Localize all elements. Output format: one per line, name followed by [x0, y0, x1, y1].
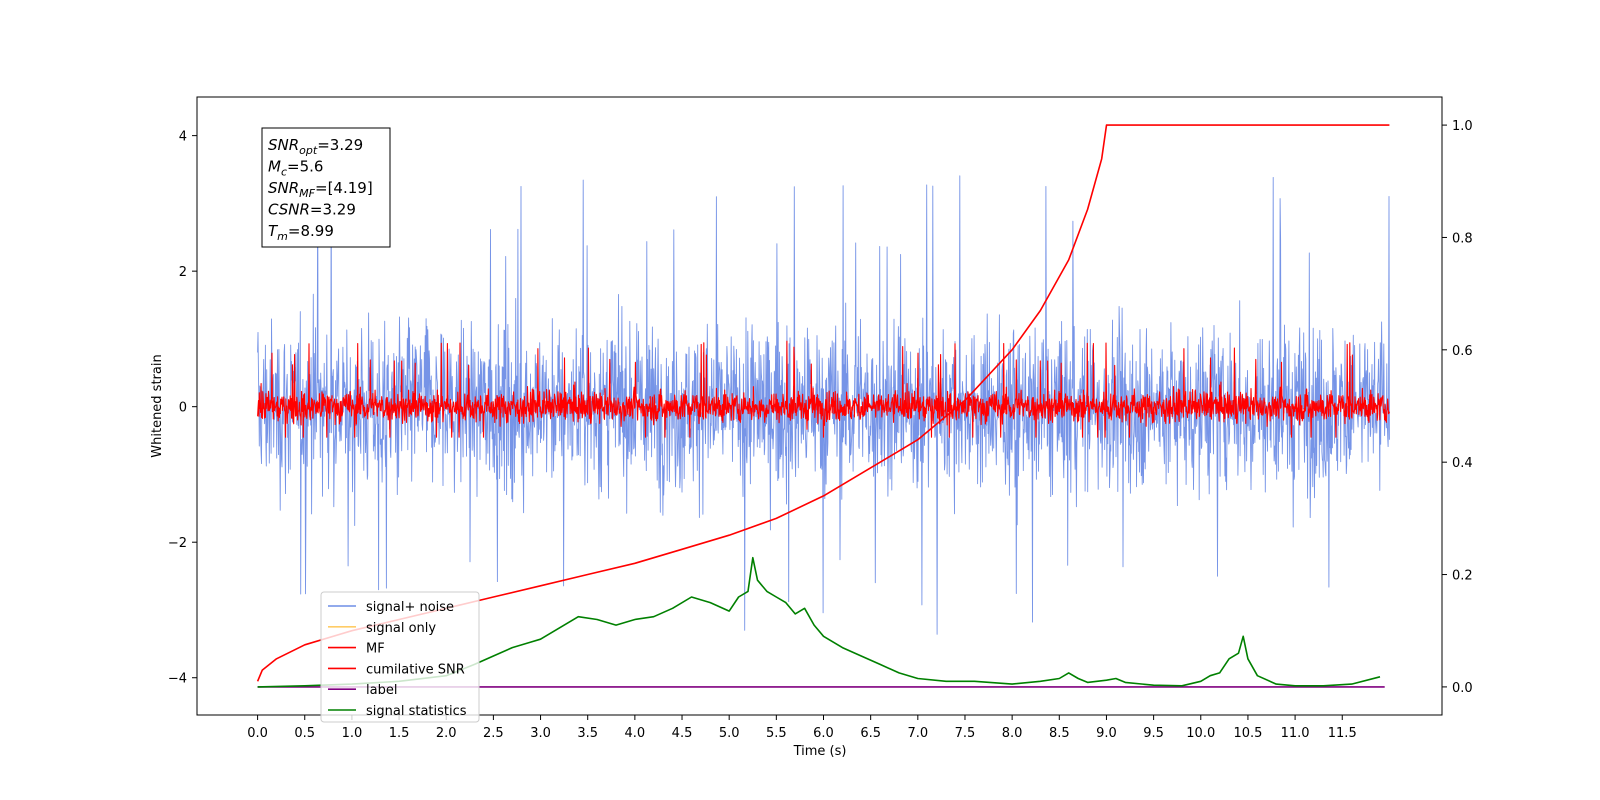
axes: 0.0 0.5 1.0 1.5 2.0 2.5 3.0 3.5 4.0 4.5 5.0 5.5 6.0 6… [168, 96, 1473, 741]
y-axis-label: Whitened strain [150, 354, 165, 457]
info-box-frame [261, 127, 391, 248]
x-tick-label: 6.5 [860, 726, 881, 741]
x-tick-label: 1.0 [342, 726, 363, 741]
y2-tick-label: 0.4 [1452, 456, 1473, 471]
x-axis-label: Time (s) [793, 744, 847, 759]
x-tick-label: 8.5 [1049, 726, 1070, 741]
x-tick-label: 9.0 [1096, 726, 1117, 741]
y2-tick-label: 1.0 [1452, 119, 1473, 134]
legend-label: MF [366, 642, 385, 657]
y-tick-label: 0 [179, 401, 187, 416]
x-tick-label: 6.0 [813, 726, 834, 741]
x-tick-label: 2.5 [483, 726, 504, 741]
x-tick-label: 7.5 [955, 726, 976, 741]
x-tick-label: 8.0 [1002, 726, 1023, 741]
x-tick-label: 4.5 [672, 726, 693, 741]
y2-tick-label: 0.6 [1452, 344, 1473, 359]
series-signal-statistics [257, 556, 1381, 688]
legend-label: cumilative SNR [366, 662, 465, 677]
x-tick-label: 10.0 [1186, 726, 1215, 741]
x-tick-label: 4.0 [625, 726, 646, 741]
legend-label: signal only [366, 621, 436, 636]
x-tick-label: 1.5 [389, 726, 410, 741]
info-line: SNRopt=3.29 [268, 136, 363, 157]
x-tick-label: 3.5 [577, 726, 598, 741]
x-tick-label: 9.5 [1143, 726, 1164, 741]
x-tick-label: 11.0 [1281, 726, 1310, 741]
x-tick-label: 5.5 [766, 726, 787, 741]
x-tick-label: 0.0 [247, 726, 268, 741]
info-line: Mc=5.6 [268, 158, 323, 179]
legend-label: label [366, 683, 397, 698]
x-tick-label: 2.0 [436, 726, 457, 741]
x-tick-label: 3.0 [530, 726, 551, 741]
info-line: SNRMF=[4.19] [268, 179, 373, 200]
y2-tick-label: 0.8 [1452, 231, 1473, 246]
x-tick-label: 11.5 [1328, 726, 1357, 741]
y-tick-label: 4 [179, 130, 187, 145]
y2-tick-label: 0.2 [1452, 569, 1473, 584]
x-tick-label: 10.5 [1233, 726, 1262, 741]
legend-label: signal+ noise [366, 600, 454, 615]
y-tick-label: −4 [168, 672, 187, 687]
legend-label: signal statistics [366, 704, 467, 719]
x-tick-label: 5.0 [719, 726, 740, 741]
y-tick-label: 2 [179, 265, 187, 280]
plot-frame [196, 96, 1443, 716]
legend: signal+ noise signal only MF cumilative SNR… [320, 591, 480, 723]
info-line: CSNR=3.29 [268, 201, 356, 219]
series-mf [257, 340, 1390, 438]
legend-frame [320, 591, 480, 723]
info-line: Tm=8.99 [268, 222, 334, 243]
x-tick-label: 0.5 [294, 726, 315, 741]
y-tick-label: −2 [168, 536, 187, 551]
x-tick-label: 7.0 [907, 726, 928, 741]
y2-tick-label: 0.0 [1452, 681, 1473, 696]
